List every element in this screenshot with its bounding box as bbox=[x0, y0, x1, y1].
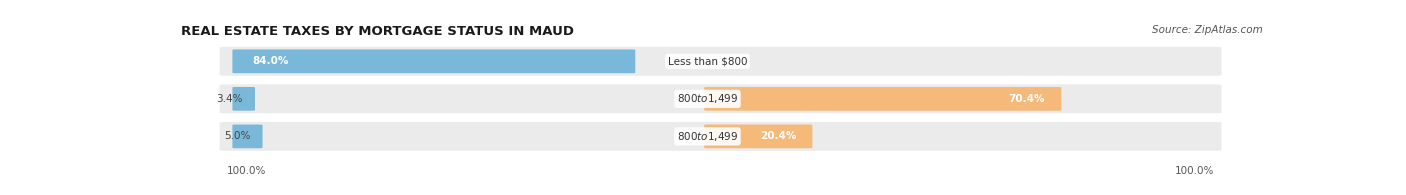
Text: 84.0%: 84.0% bbox=[252, 56, 288, 66]
Text: $800 to $1,499: $800 to $1,499 bbox=[676, 92, 738, 105]
Text: 5.0%: 5.0% bbox=[224, 131, 250, 141]
Text: 100.0%: 100.0% bbox=[226, 166, 266, 176]
FancyBboxPatch shape bbox=[704, 87, 1062, 111]
Text: $800 to $1,499: $800 to $1,499 bbox=[676, 130, 738, 143]
Text: 20.4%: 20.4% bbox=[759, 131, 796, 141]
FancyBboxPatch shape bbox=[218, 45, 1223, 77]
Text: REAL ESTATE TAXES BY MORTGAGE STATUS IN MAUD: REAL ESTATE TAXES BY MORTGAGE STATUS IN … bbox=[181, 25, 574, 38]
FancyBboxPatch shape bbox=[218, 121, 1223, 152]
FancyBboxPatch shape bbox=[704, 125, 813, 148]
Text: 3.4%: 3.4% bbox=[217, 94, 243, 104]
Text: Less than $800: Less than $800 bbox=[668, 56, 747, 66]
FancyBboxPatch shape bbox=[232, 50, 636, 73]
Text: 70.4%: 70.4% bbox=[1008, 94, 1045, 104]
FancyBboxPatch shape bbox=[232, 125, 263, 148]
Text: 100.0%: 100.0% bbox=[1175, 166, 1215, 176]
FancyBboxPatch shape bbox=[218, 83, 1223, 115]
FancyBboxPatch shape bbox=[232, 87, 254, 111]
Text: Source: ZipAtlas.com: Source: ZipAtlas.com bbox=[1153, 25, 1263, 35]
